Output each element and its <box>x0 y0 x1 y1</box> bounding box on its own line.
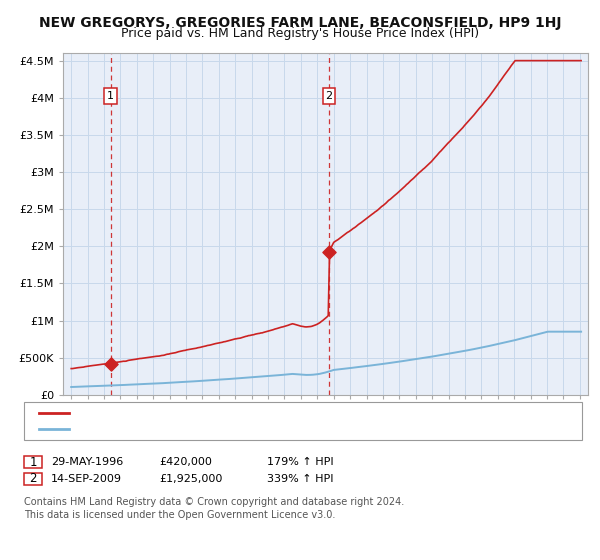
Text: HPI: Average price, detached house, Buckinghamshire: HPI: Average price, detached house, Buck… <box>75 424 359 434</box>
Text: 29-MAY-1996: 29-MAY-1996 <box>51 457 123 467</box>
Text: 2: 2 <box>325 91 332 101</box>
Text: 2: 2 <box>29 472 37 486</box>
Text: £420,000: £420,000 <box>159 457 212 467</box>
Point <box>324 248 334 256</box>
Text: £1,925,000: £1,925,000 <box>159 474 223 484</box>
Text: 179% ↑ HPI: 179% ↑ HPI <box>267 457 334 467</box>
Text: NEW GREGORYS, GREGORIES FARM LANE, BEACONSFIELD, HP9 1HJ: NEW GREGORYS, GREGORIES FARM LANE, BEACO… <box>39 16 561 30</box>
Text: 339% ↑ HPI: 339% ↑ HPI <box>267 474 334 484</box>
Point <box>106 359 116 368</box>
Text: Contains HM Land Registry data © Crown copyright and database right 2024.
This d: Contains HM Land Registry data © Crown c… <box>24 497 404 520</box>
Text: Price paid vs. HM Land Registry's House Price Index (HPI): Price paid vs. HM Land Registry's House … <box>121 27 479 40</box>
Text: 14-SEP-2009: 14-SEP-2009 <box>51 474 122 484</box>
Text: 1: 1 <box>29 455 37 469</box>
Text: NEW GREGORYS, GREGORIES FARM LANE, BEACONSFIELD, HP9 1HJ (detached house): NEW GREGORYS, GREGORIES FARM LANE, BEACO… <box>75 408 519 418</box>
Text: 1: 1 <box>107 91 114 101</box>
